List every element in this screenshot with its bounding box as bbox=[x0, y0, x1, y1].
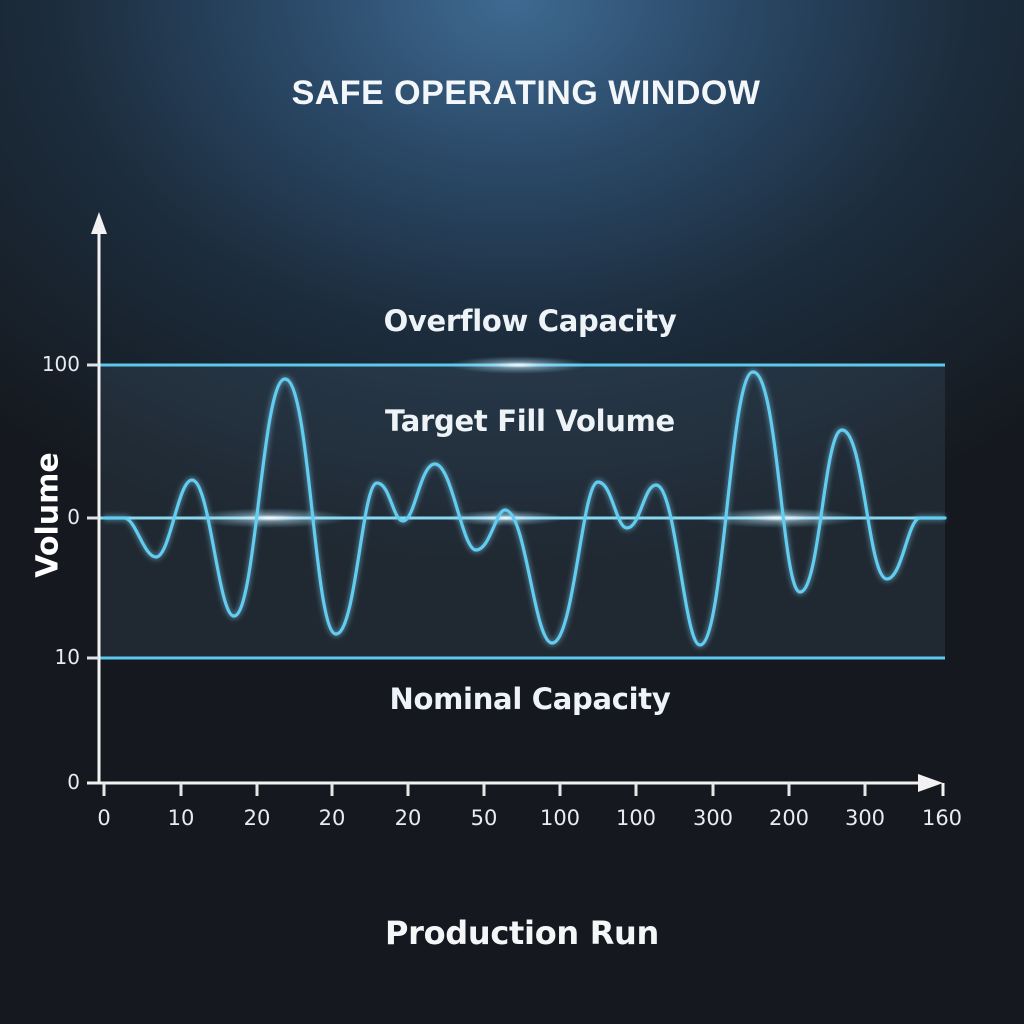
x-tick-label: 160 bbox=[921, 806, 963, 830]
waveform-line bbox=[102, 370, 947, 647]
x-tick-label: 50 bbox=[470, 806, 498, 830]
x-tick-label: 20 bbox=[243, 806, 271, 830]
target-fill-volume-label: Target Fill Volume bbox=[385, 404, 675, 438]
y-tick-label: 0 bbox=[67, 770, 80, 794]
y-axis-arrow-icon bbox=[91, 212, 107, 234]
overflow-capacity-label: Overflow Capacity bbox=[383, 304, 677, 338]
nominal-capacity-label: Nominal Capacity bbox=[389, 682, 671, 716]
glow-highlight bbox=[445, 510, 565, 526]
x-axis-arrow-icon bbox=[918, 774, 943, 792]
glow-highlight bbox=[448, 356, 588, 374]
y-axis-label: Volume bbox=[30, 452, 66, 578]
x-tick-label: 10 bbox=[167, 806, 195, 830]
x-tick-label: 0 bbox=[97, 806, 111, 830]
x-tick-label: 100 bbox=[615, 806, 657, 830]
x-tick-label: 20 bbox=[318, 806, 346, 830]
x-tick-label: 100 bbox=[539, 806, 581, 830]
x-tick-marks bbox=[102, 783, 867, 796]
x-tick-label: 300 bbox=[844, 806, 886, 830]
x-axis-label: Production Run bbox=[384, 914, 660, 952]
x-tick-label: 20 bbox=[394, 806, 422, 830]
glow-highlight bbox=[190, 508, 350, 528]
x-tick-label: 300 bbox=[692, 806, 734, 830]
y-tick-label: 0 bbox=[67, 505, 80, 529]
x-tick-label: 200 bbox=[768, 806, 810, 830]
y-tick-label: 100 bbox=[41, 352, 80, 376]
chart-title: SAFE OPERATING WINDOW bbox=[291, 74, 761, 112]
y-tick-label: 10 bbox=[54, 645, 80, 669]
